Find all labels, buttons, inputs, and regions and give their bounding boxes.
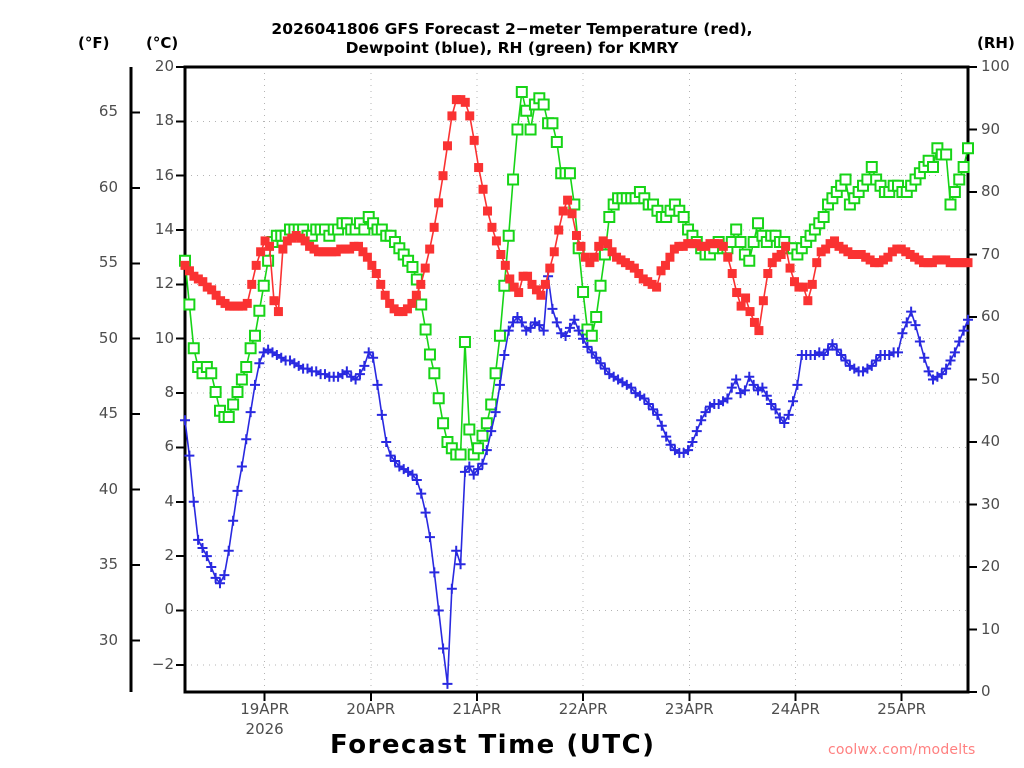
celsius-tick-11: −2 bbox=[151, 654, 174, 673]
fahrenheit-tick-1: 60 bbox=[98, 177, 118, 196]
chart-title: 2026041806 GFS Forecast 2−meter Temperat… bbox=[0, 20, 1024, 58]
series-dewpoint bbox=[180, 271, 973, 689]
fahrenheit-tick-5: 40 bbox=[98, 479, 118, 498]
watermark-credit: coolwx.com/modelts bbox=[828, 742, 976, 758]
x-tick-3: 22APR bbox=[558, 700, 608, 718]
x-tick-1: 20APR bbox=[346, 700, 396, 718]
chart-title-line2: Dewpoint (blue), RH (green) for KMRY bbox=[345, 39, 679, 57]
rh-tick-9: 10 bbox=[981, 619, 1001, 638]
rh-tick-3: 70 bbox=[981, 244, 1001, 263]
rh-tick-7: 30 bbox=[981, 494, 1001, 513]
rh-tick-4: 60 bbox=[981, 307, 1001, 325]
left-outer-axis-unit: (°F) bbox=[78, 34, 110, 52]
celsius-tick-9: 2 bbox=[164, 546, 174, 565]
rh-tick-1: 90 bbox=[981, 119, 1001, 138]
gridlines bbox=[185, 67, 968, 692]
celsius-tick-5: 10 bbox=[154, 328, 174, 347]
rh-tick-5: 50 bbox=[981, 369, 1001, 388]
rh-tick-10: 0 bbox=[981, 682, 991, 700]
celsius-tick-8: 4 bbox=[164, 491, 174, 510]
x-tick-0: 19APR bbox=[240, 700, 290, 718]
celsius-tick-10: 0 bbox=[164, 600, 174, 619]
rh-tick-6: 40 bbox=[981, 432, 1001, 450]
celsius-tick-1: 18 bbox=[154, 111, 174, 130]
series-relative-humidity bbox=[179, 86, 974, 461]
rh-tick-8: 20 bbox=[981, 557, 1001, 575]
data-series bbox=[179, 86, 974, 689]
celsius-tick-0: 20 bbox=[154, 57, 174, 75]
x-axis-title: Forecast Time (UTC) bbox=[330, 730, 656, 760]
celsius-tick-4: 12 bbox=[154, 274, 174, 293]
fahrenheit-tick-2: 55 bbox=[98, 253, 118, 272]
celsius-tick-2: 16 bbox=[154, 165, 174, 184]
x-axis-year-label: 2026 bbox=[245, 720, 284, 738]
rh-tick-0: 100 bbox=[981, 57, 1010, 75]
rh-tick-2: 80 bbox=[981, 182, 1001, 200]
chart-title-line1: 2026041806 GFS Forecast 2−meter Temperat… bbox=[271, 20, 753, 38]
celsius-tick-3: 14 bbox=[154, 220, 174, 239]
axis-tick-marks bbox=[131, 66, 977, 701]
left-inner-axis-unit: (°C) bbox=[146, 34, 179, 52]
x-tick-6: 25APR bbox=[877, 700, 927, 718]
right-axis-unit: (RH) bbox=[977, 34, 1015, 52]
x-tick-2: 21APR bbox=[452, 700, 502, 718]
fahrenheit-tick-7: 30 bbox=[98, 630, 118, 649]
x-tick-4: 23APR bbox=[664, 700, 714, 718]
fahrenheit-tick-0: 65 bbox=[98, 102, 118, 121]
celsius-tick-7: 6 bbox=[164, 437, 174, 456]
x-tick-5: 24APR bbox=[771, 700, 820, 718]
celsius-tick-6: 8 bbox=[164, 383, 174, 402]
series-2-meter-temperature bbox=[180, 95, 973, 336]
fahrenheit-tick-4: 45 bbox=[98, 404, 118, 423]
fahrenheit-tick-6: 35 bbox=[98, 555, 118, 574]
fahrenheit-tick-3: 50 bbox=[98, 328, 118, 347]
